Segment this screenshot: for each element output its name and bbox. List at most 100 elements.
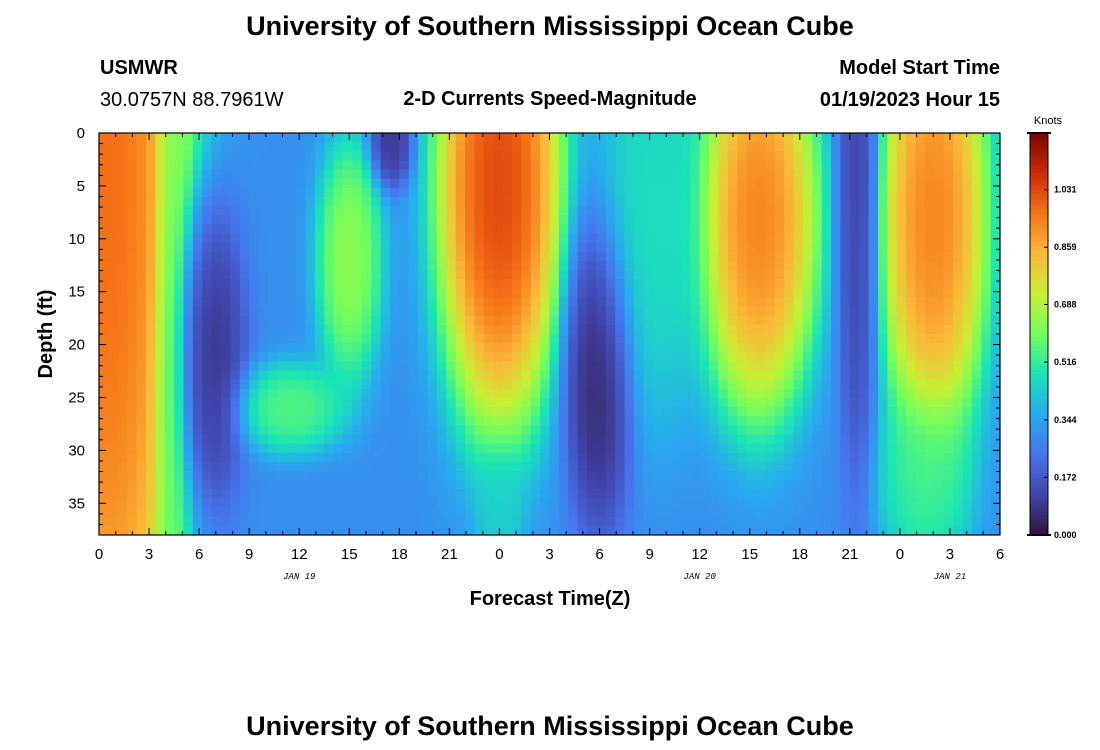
heatmap-cell bbox=[296, 306, 307, 317]
date-labels: JAN 19 JAN 20 JAN 21 bbox=[283, 572, 966, 582]
heatmap-cell bbox=[558, 196, 569, 207]
heatmap-cell bbox=[127, 498, 138, 509]
heatmap-cell bbox=[680, 151, 691, 162]
heatmap-cell bbox=[267, 215, 278, 225]
heatmap-cell bbox=[746, 133, 757, 143]
heatmap-cell bbox=[483, 361, 494, 372]
heatmap-cell bbox=[192, 461, 203, 472]
heatmap-cell bbox=[108, 343, 119, 353]
heatmap-cell bbox=[108, 242, 119, 253]
colorbar-segment bbox=[1030, 263, 1048, 268]
heatmap-cell bbox=[605, 233, 616, 244]
heatmap-cell bbox=[408, 480, 419, 490]
heatmap-cell bbox=[859, 178, 870, 189]
x-tick-label: 0 bbox=[495, 546, 503, 563]
heatmap-cell bbox=[277, 206, 288, 216]
heatmap-cell bbox=[709, 361, 720, 372]
heatmap-cell bbox=[174, 452, 185, 463]
heatmap-cell bbox=[164, 379, 175, 390]
heatmap-cell bbox=[784, 443, 795, 454]
heatmap-cell bbox=[784, 242, 795, 253]
heatmap-cell bbox=[389, 260, 400, 271]
heatmap-cell bbox=[483, 215, 494, 225]
heatmap-cell bbox=[511, 407, 522, 417]
heatmap-cell bbox=[943, 425, 954, 436]
heatmap-cell bbox=[849, 452, 860, 463]
heatmap-cell bbox=[615, 270, 626, 280]
heatmap-cell bbox=[540, 452, 551, 463]
heatmap-cell bbox=[793, 489, 804, 500]
heatmap-cell bbox=[324, 480, 335, 490]
heatmap-cell bbox=[906, 397, 917, 408]
heatmap-cell bbox=[305, 242, 316, 253]
heatmap-cell bbox=[953, 306, 964, 317]
x-tick-label: 15 bbox=[341, 546, 358, 563]
heatmap-cell bbox=[802, 233, 813, 244]
heatmap-cell bbox=[511, 343, 522, 353]
heatmap-cell bbox=[699, 251, 710, 262]
heatmap-cell bbox=[587, 233, 598, 244]
heatmap-cell bbox=[859, 142, 870, 152]
heatmap-cell bbox=[277, 260, 288, 271]
heatmap-cell bbox=[774, 279, 785, 289]
heatmap-cell bbox=[249, 178, 260, 189]
heatmap-cell bbox=[540, 187, 551, 198]
heatmap-cell bbox=[474, 133, 485, 143]
heatmap-cell bbox=[690, 525, 701, 535]
date-label: JAN 19 bbox=[283, 572, 316, 582]
heatmap-cell bbox=[465, 151, 476, 162]
heatmap-cell bbox=[174, 270, 185, 280]
heatmap-cell bbox=[906, 297, 917, 308]
heatmap-cell bbox=[605, 334, 616, 344]
colorbar-segment bbox=[1030, 260, 1048, 265]
heatmap-cell bbox=[333, 233, 344, 244]
heatmap-cell bbox=[408, 379, 419, 390]
heatmap-cell bbox=[164, 361, 175, 372]
heatmap-cell bbox=[812, 370, 823, 381]
heatmap-cell bbox=[465, 425, 476, 436]
heatmap-cell bbox=[99, 196, 109, 207]
heatmap-cell bbox=[127, 169, 138, 180]
heatmap-cell bbox=[605, 507, 616, 518]
heatmap-cell bbox=[859, 507, 870, 518]
heatmap-cell bbox=[511, 206, 522, 216]
heatmap-cell bbox=[380, 498, 391, 509]
heatmap-cell bbox=[765, 516, 776, 527]
heatmap-cell bbox=[474, 215, 485, 225]
heatmap-cell bbox=[427, 498, 438, 509]
heatmap-cell bbox=[802, 416, 813, 426]
heatmap-cell bbox=[174, 187, 185, 198]
heatmap-cell bbox=[493, 160, 504, 171]
heatmap-cell bbox=[812, 480, 823, 490]
heatmap-cell bbox=[877, 306, 888, 317]
heatmap-cell bbox=[427, 142, 438, 152]
heatmap-cell bbox=[296, 361, 307, 372]
heatmap-cell bbox=[427, 480, 438, 490]
heatmap-cell bbox=[371, 251, 382, 262]
heatmap-cell bbox=[962, 260, 973, 271]
heatmap-cell bbox=[296, 452, 307, 463]
heatmap-cell bbox=[859, 452, 870, 463]
heatmap-cell bbox=[633, 251, 644, 262]
heatmap-cell bbox=[990, 397, 1000, 408]
heatmap-cell bbox=[436, 498, 447, 509]
heatmap-cell bbox=[361, 142, 372, 152]
heatmap-cell bbox=[990, 270, 1000, 280]
heatmap-cell bbox=[389, 471, 400, 481]
model-start-label: Model Start Time bbox=[839, 57, 1000, 79]
heatmap-cell bbox=[840, 425, 851, 436]
heatmap-cell bbox=[840, 452, 851, 463]
heatmap-cell bbox=[774, 169, 785, 180]
heatmap-cell bbox=[314, 379, 325, 390]
colorbar-segment bbox=[1030, 424, 1048, 429]
heatmap-cell bbox=[680, 388, 691, 399]
heatmap-cell bbox=[737, 233, 748, 244]
heatmap-cell bbox=[906, 416, 917, 426]
heatmap-cell bbox=[709, 452, 720, 463]
heatmap-cell bbox=[934, 233, 945, 244]
heatmap-cell bbox=[352, 388, 363, 399]
heatmap-cell bbox=[981, 279, 992, 289]
heatmap-cell bbox=[333, 498, 344, 509]
heatmap-cell bbox=[446, 288, 457, 299]
heatmap-cell bbox=[784, 388, 795, 399]
